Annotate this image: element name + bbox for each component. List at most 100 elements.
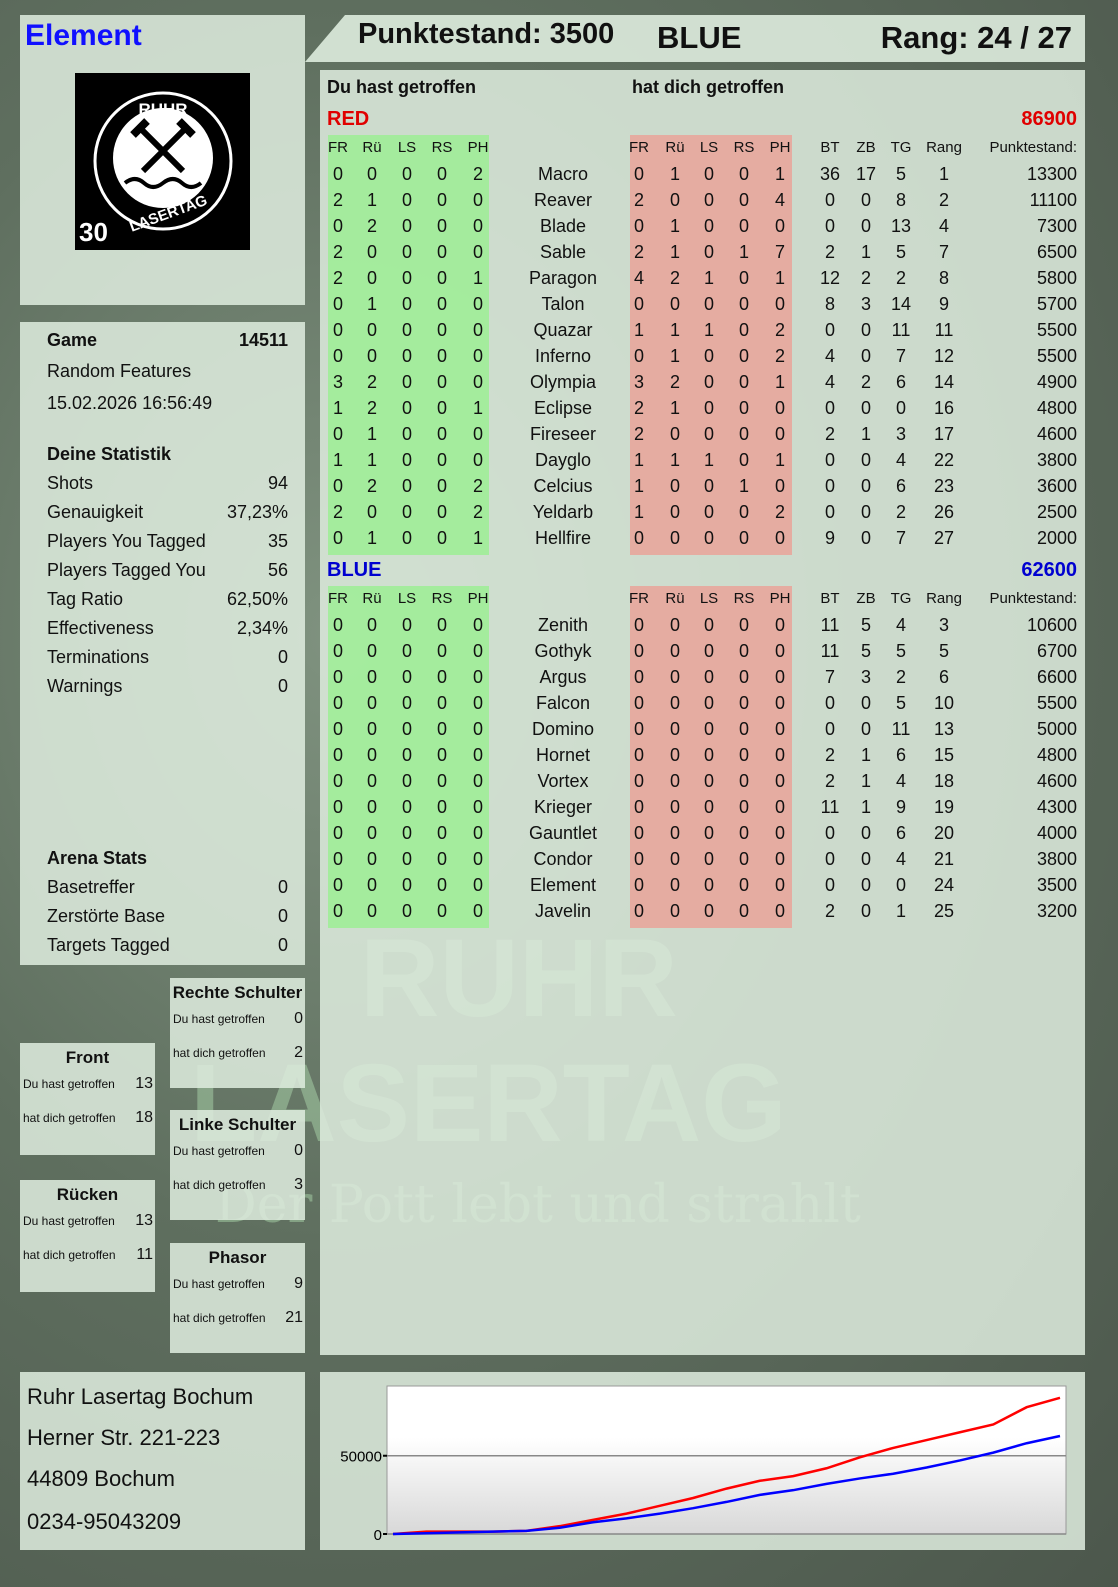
stat-zb: 0: [860, 346, 872, 366]
stat-bt: 2: [824, 771, 836, 791]
player-score: Punktestand: 3500: [358, 18, 615, 50]
logo: RUHR LASERTAG 30: [75, 73, 250, 250]
stat-rang: 24: [933, 875, 955, 895]
hit-you-value: 3: [294, 1176, 303, 1193]
hit-you-cell: 2: [669, 268, 681, 288]
you-hit-cell: 0: [332, 667, 344, 687]
column-header-you-hit: Rü: [362, 139, 382, 156]
you-hit-band: [328, 135, 489, 555]
player-name: Krieger: [533, 797, 593, 817]
stat-zb: 0: [860, 320, 872, 340]
you-hit-cell: 0: [332, 528, 344, 548]
hit-you-cell: 0: [703, 528, 715, 548]
hit-location-title: Linke Schulter: [178, 1115, 297, 1134]
hit-you-cell: 3: [633, 372, 645, 392]
hit-you-cell: 1: [669, 242, 681, 262]
you-hit-cell: 0: [401, 424, 413, 444]
hit-you-cell: 0: [703, 398, 715, 418]
you-hit-cell: 2: [366, 398, 378, 418]
player-score: 3800: [1036, 849, 1077, 869]
player-score: 2000: [1036, 528, 1077, 548]
you-hit-cell: 0: [332, 641, 344, 661]
hit-you-cell: 0: [669, 528, 681, 548]
hit-you-cell: 0: [633, 849, 645, 869]
stat-tg: 8: [895, 190, 907, 210]
stat-zb: 0: [860, 502, 872, 522]
hit-you-cell: 0: [669, 719, 681, 739]
hit-you-cell: 0: [738, 346, 750, 366]
hit-you-cell: 0: [633, 615, 645, 635]
hit-you-cell: 0: [774, 294, 786, 314]
player-score: 5000: [1036, 719, 1077, 739]
stat-rang: 21: [933, 849, 955, 869]
hit-you-cell: 0: [669, 849, 681, 869]
column-header-you-hit: PH: [467, 139, 489, 156]
stat-rang: 11: [934, 320, 954, 340]
you-hit-cell: 0: [366, 502, 378, 522]
hit-you-header: hat dich getroffen: [632, 77, 784, 97]
series-line-blue: [392, 1434, 1061, 1536]
stat-rang: 27: [933, 528, 955, 548]
you-hit-cell: 0: [472, 823, 484, 843]
you-hit-cell: 0: [366, 268, 378, 288]
hit-you-cell: 0: [703, 771, 715, 791]
you-hit-cell: 0: [401, 901, 413, 921]
you-hit-cell: 0: [436, 823, 448, 843]
you-hit-cell: 0: [436, 450, 448, 470]
player-name: Hornet: [535, 745, 591, 765]
you-hit-cell: 0: [436, 190, 448, 210]
hit-you-cell: 0: [774, 216, 786, 236]
you-hit-cell: 0: [332, 294, 344, 314]
stat-tg: 0: [895, 875, 907, 895]
hit-you-cell: 0: [703, 797, 715, 817]
stat-tg: 11: [891, 320, 911, 340]
y-tick-label: 50000: [340, 1449, 382, 1466]
player-name: Argus: [539, 667, 587, 687]
you-hit-cell: 0: [472, 346, 484, 366]
hit-you-cell: 0: [633, 771, 645, 791]
you-hit-cell: 1: [472, 528, 484, 548]
you-hit-cell: 1: [366, 190, 378, 210]
hit-you-label: hat dich getroffen: [173, 1311, 266, 1325]
player-score: 4800: [1036, 745, 1077, 765]
hit-you-cell: 0: [633, 823, 645, 843]
hit-you-cell: 1: [774, 450, 786, 470]
score-chart: 0 50000: [340, 1385, 1067, 1544]
stat-bt: 11: [820, 797, 840, 817]
hit-you-cell: 0: [774, 667, 786, 687]
stat-zb: 0: [860, 823, 872, 843]
stat-zb: 0: [860, 528, 872, 548]
stat-bt: 2: [824, 242, 836, 262]
stat-label: Terminations: [47, 647, 150, 667]
player-name: Eclipse: [533, 398, 593, 418]
column-header-you-hit: LS: [397, 590, 417, 607]
stat-bt: 9: [824, 528, 836, 548]
hit-you-cell: 0: [703, 615, 715, 635]
hit-you-cell: 0: [774, 398, 786, 418]
column-header-stat: ZB: [856, 139, 876, 156]
score-chart-panel: 0 50000: [320, 1372, 1085, 1550]
you-hit-cell: 0: [332, 823, 344, 843]
stat-bt: 0: [824, 719, 836, 739]
player-name: Falcon: [535, 693, 591, 713]
hit-you-cell: 0: [738, 719, 750, 739]
player-name: Domino: [531, 719, 595, 739]
hit-you-value: 18: [135, 1109, 153, 1126]
hit-you-cell: 0: [703, 164, 715, 184]
you-hit-cell: 0: [332, 719, 344, 739]
you-hit-cell: 0: [401, 320, 413, 340]
hit-you-cell: 1: [633, 450, 645, 470]
hit-you-cell: 0: [738, 398, 750, 418]
player-name: Yeldarb: [532, 502, 594, 522]
hit-you-cell: 1: [633, 502, 645, 522]
stat-bt: 0: [824, 450, 836, 470]
logo-badge: 30: [79, 217, 108, 247]
you-hit-cell: 0: [436, 398, 448, 418]
column-header-you-hit: LS: [397, 139, 417, 156]
hit-you-cell: 0: [703, 901, 715, 921]
stat-tg: 14: [890, 294, 912, 314]
stats-title: Deine Statistik: [47, 444, 172, 464]
hit-you-cell: 0: [774, 528, 786, 548]
stat-bt: 36: [819, 164, 841, 184]
hit-you-cell: 0: [633, 667, 645, 687]
